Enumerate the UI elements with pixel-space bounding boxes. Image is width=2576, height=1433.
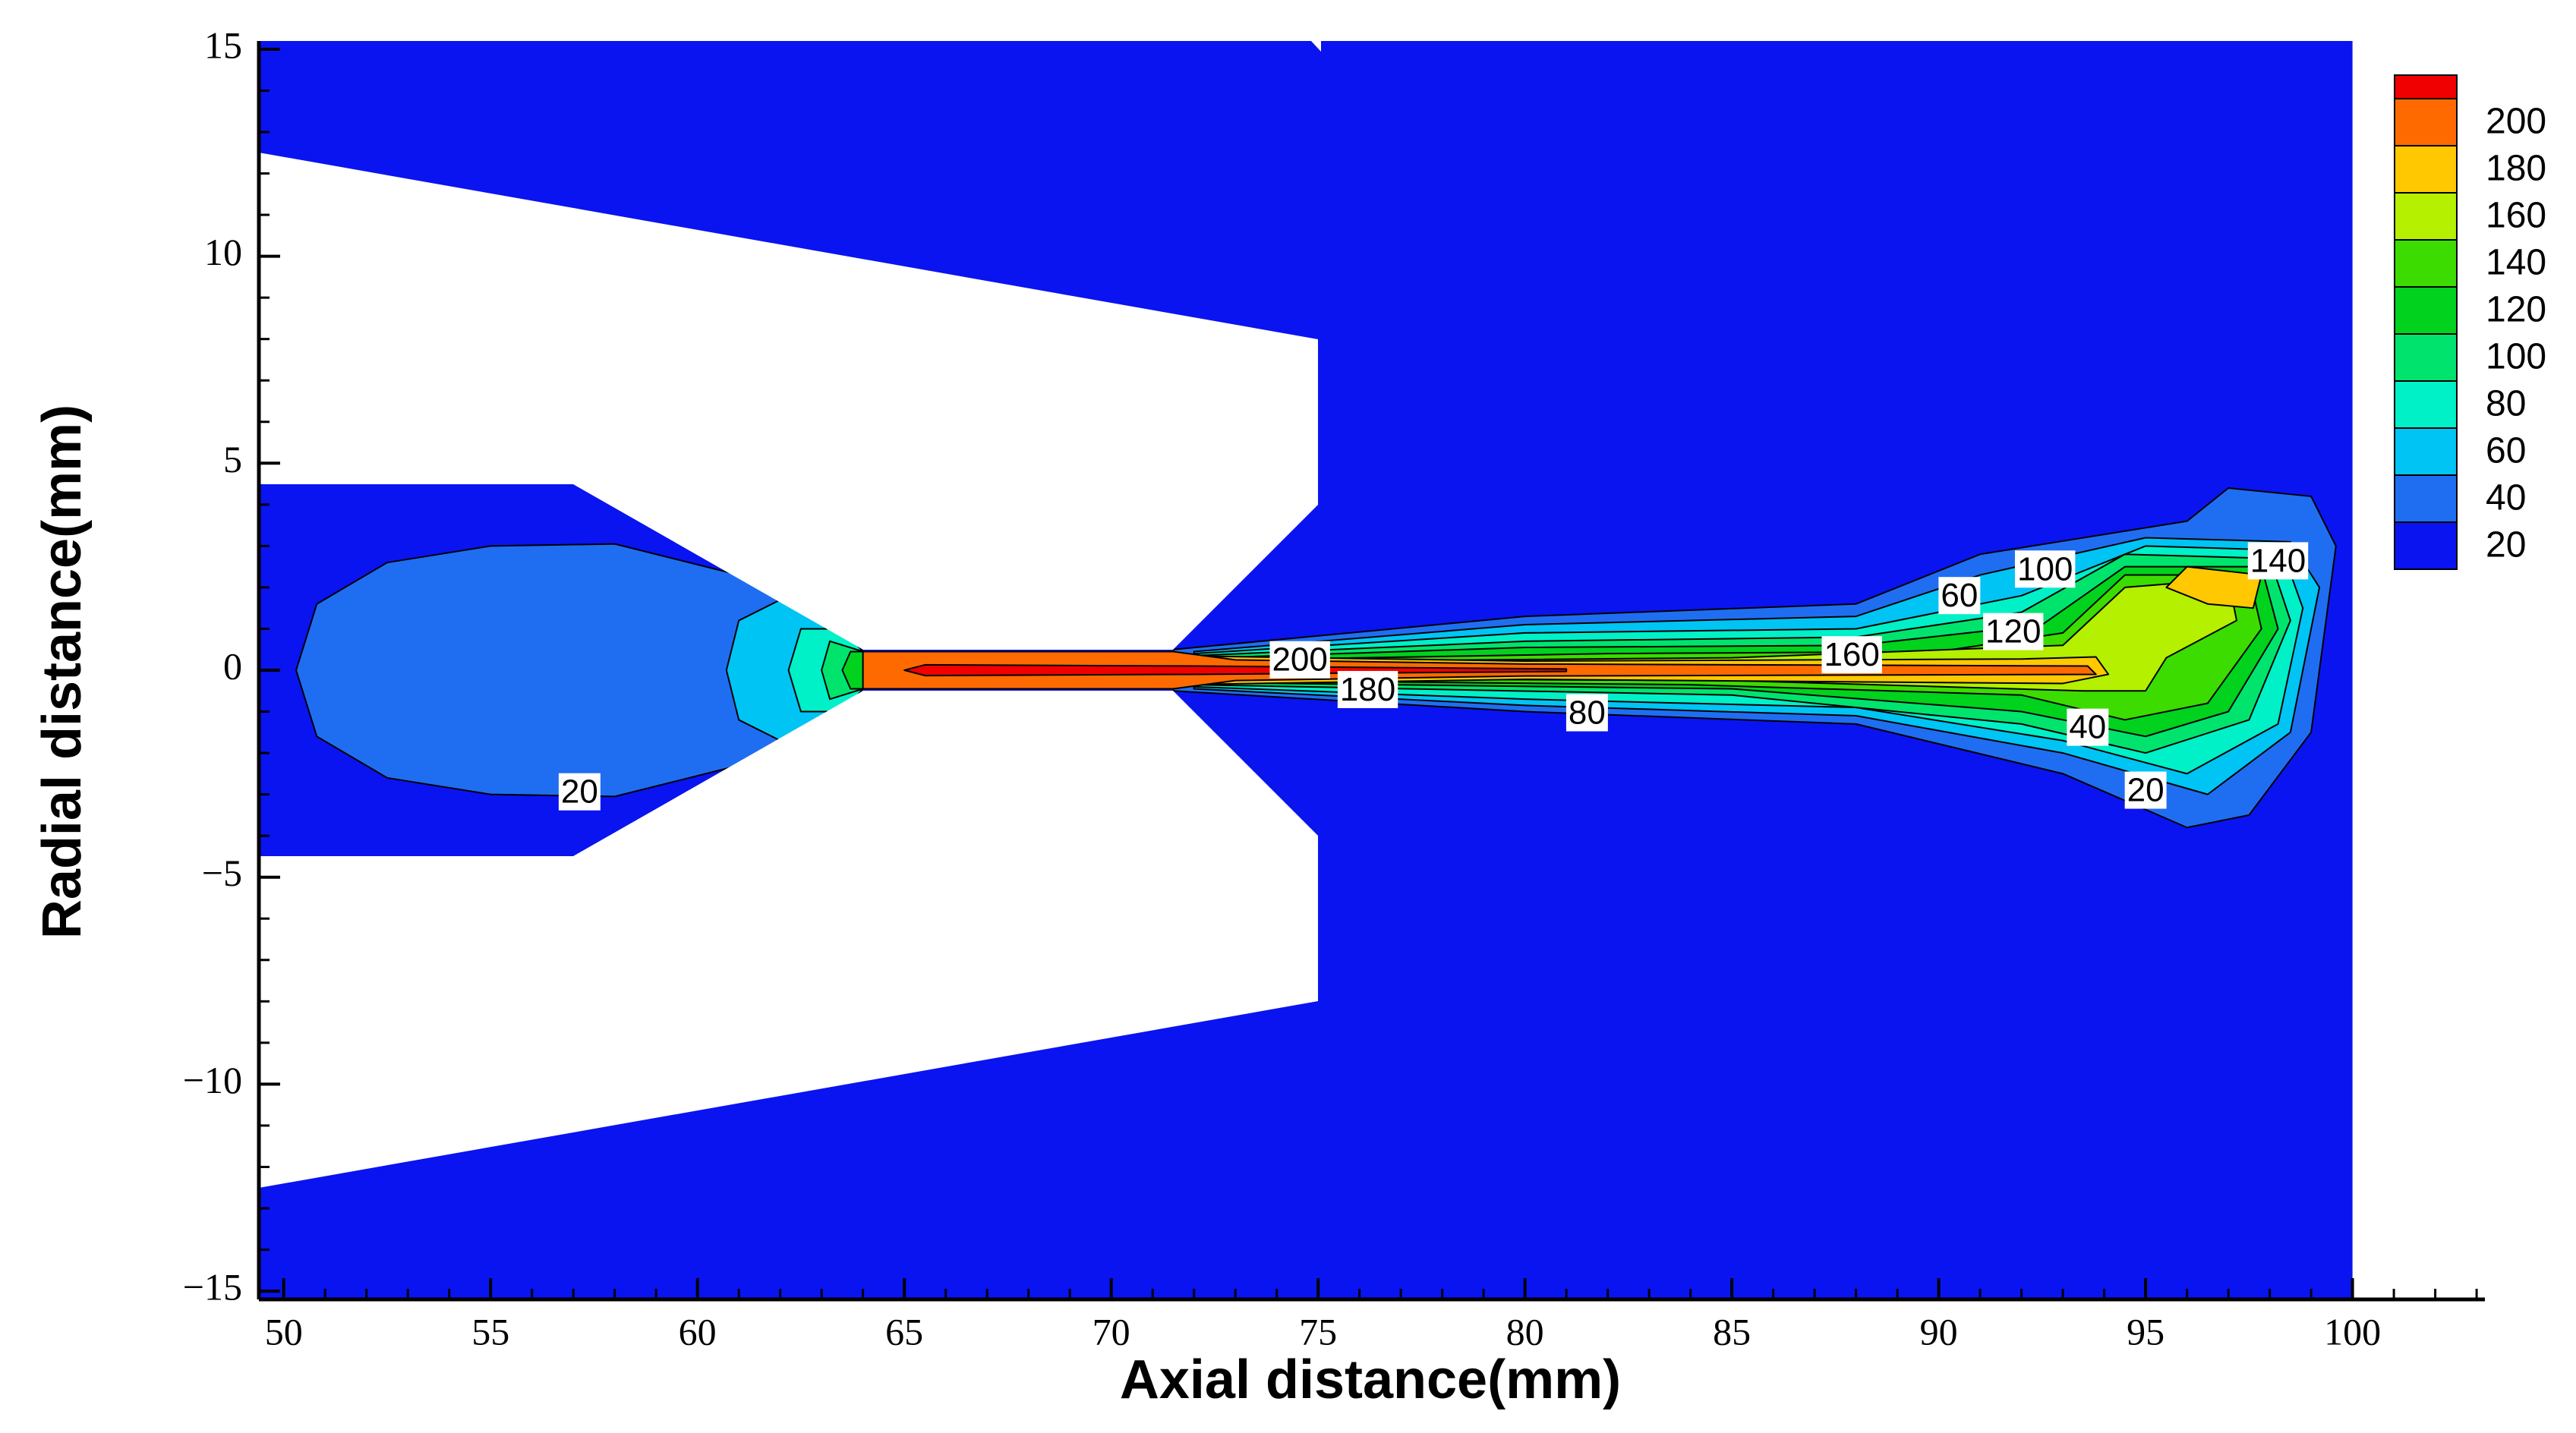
x-tick-label: 70 [1093, 1310, 1130, 1353]
colorbar-box [2394, 521, 2458, 570]
contour-label: 200 [1272, 641, 1327, 679]
x-tick-label: 100 [2324, 1310, 2381, 1353]
colorbar-label: 20 [2486, 525, 2526, 565]
y-tick-label: −15 [183, 1266, 242, 1309]
contour-label-bg [1983, 613, 2044, 650]
contour-label: 160 [1824, 636, 1879, 673]
x-tick-label: 55 [471, 1310, 509, 1353]
contour-label-bg [1337, 670, 1398, 708]
colorbar-box [2394, 427, 2458, 476]
contour-label-bg [1565, 694, 1608, 732]
contour-label-bg [1821, 636, 1882, 674]
contour-label: 60 [1941, 577, 1978, 614]
colorbar-label: 40 [2486, 478, 2526, 518]
contour-label-bg [1938, 577, 1981, 615]
contour-label: 80 [1569, 694, 1606, 732]
y-tick-label: −10 [183, 1059, 242, 1101]
y-tick-label: 15 [204, 24, 242, 66]
nozzle-walls [259, 41, 1321, 1188]
contour-label: 120 [1985, 613, 2041, 650]
colorbar-box [2394, 98, 2458, 146]
contour-label: 180 [1340, 671, 1395, 708]
colorbar-box [2394, 380, 2458, 429]
colorbar-label: 200 [2486, 102, 2546, 142]
contour-labels: 20 200 180 160 80 60 100 120 140 40 20 [558, 542, 2309, 811]
x-tick-label: 75 [1299, 1310, 1337, 1353]
x-tick-label: 95 [2127, 1310, 2165, 1353]
contour-label: 20 [2127, 772, 2165, 809]
x-tick-label: 65 [885, 1310, 923, 1353]
nozzle-wall-lower [259, 691, 1318, 1188]
contour-label-bg [2067, 708, 2109, 746]
contour-region [2165, 565, 2262, 609]
nozzle-wall-upper [259, 153, 1318, 650]
x-tick-label: 85 [1713, 1310, 1751, 1353]
colorbar-box [2394, 192, 2458, 241]
x-tick-label: 90 [1920, 1310, 1958, 1353]
contour-label-bg [2124, 771, 2167, 809]
x-axis-title: Axial distance(mm) [1120, 1350, 1621, 1410]
y-tick-label: −5 [202, 852, 242, 894]
colorbar-label: 60 [2486, 431, 2526, 471]
colorbar: 20 40 60 80 100 120 140 160 180 200 [2394, 74, 2546, 570]
contour-label-bg [2014, 550, 2076, 588]
axes: 50 55 60 65 70 75 80 85 90 95 100 −15 −10 −5 0 5 10 15 [183, 24, 2485, 1353]
x-tick-label: 50 [265, 1310, 303, 1353]
colorbar-box [2394, 239, 2458, 288]
colorbar-label: 80 [2486, 384, 2526, 424]
nozzle-notch [1311, 41, 1321, 52]
contour-label-bg [558, 773, 601, 811]
colorbar-box [2394, 333, 2458, 382]
colorbar-label: 160 [2486, 196, 2546, 236]
colorbar-label: 120 [2486, 290, 2546, 330]
y-axis-title: Radial distance(mm) [32, 405, 93, 939]
y-tick-label: 0 [223, 644, 242, 687]
y-tick-label: 5 [223, 438, 242, 480]
colorbar-label: 140 [2486, 243, 2546, 283]
x-tick-label: 80 [1506, 1310, 1544, 1353]
colorbar-label: 100 [2486, 337, 2546, 377]
colorbar-label: 180 [2486, 149, 2546, 189]
colorbar-box [2394, 474, 2458, 523]
contour-label: 140 [2250, 542, 2306, 579]
contour-label: 40 [2069, 709, 2106, 746]
colorbar-box [2394, 74, 2458, 99]
colorbar-box [2394, 145, 2458, 194]
contour-region [903, 663, 1568, 677]
contour-label: 100 [2017, 550, 2073, 587]
contour-label-bg [1269, 641, 1330, 679]
colorbar-box [2394, 286, 2458, 335]
y-tick-label: 10 [204, 231, 242, 273]
contour-label-bg [2247, 542, 2309, 580]
x-tick-label: 60 [679, 1310, 717, 1353]
contour-label: 20 [561, 773, 598, 811]
